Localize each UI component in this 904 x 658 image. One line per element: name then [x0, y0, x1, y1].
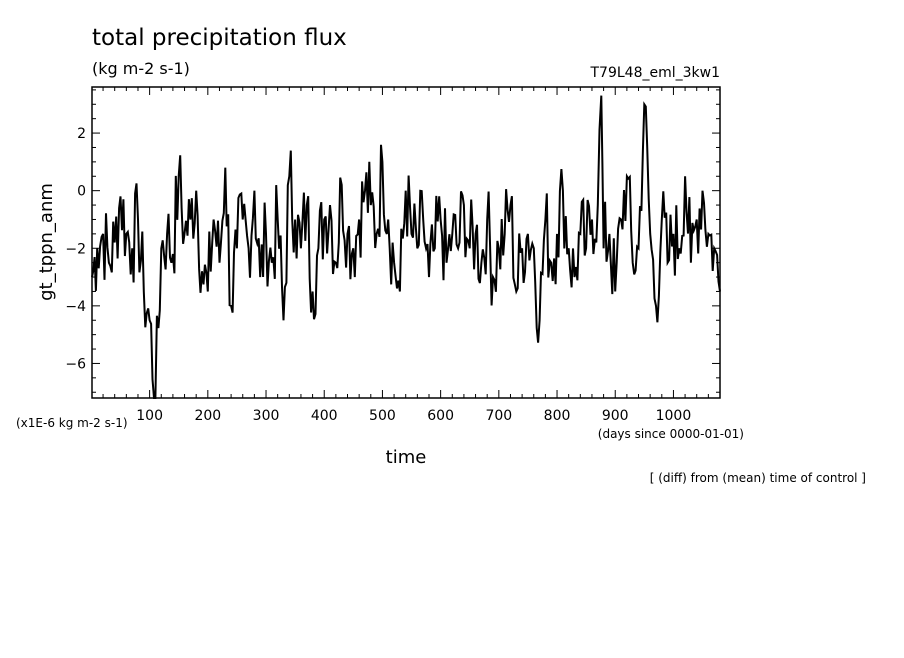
series-line — [91, 95, 721, 399]
x-tick-label: 900 — [602, 408, 629, 424]
x-unit-label: (days since 0000-01-01) — [598, 427, 744, 441]
x-tick-label: 1000 — [656, 408, 692, 424]
x-tick-label: 700 — [485, 408, 512, 424]
run-label: T79L48_eml_3kw1 — [590, 65, 721, 81]
x-tick-label: 400 — [311, 408, 338, 424]
y-unit-label: (x1E-6 kg m-2 s-1) — [16, 416, 128, 430]
x-tick-label: 100 — [136, 408, 163, 424]
y-tick-label: 0 — [77, 184, 86, 200]
x-axis-label: time — [386, 447, 427, 468]
plot-frame — [91, 86, 721, 399]
x-tick-label: 500 — [369, 408, 396, 424]
y-tick-label: −2 — [65, 241, 86, 257]
diff-note: [ (diff) from (mean) time of control ] — [650, 471, 866, 485]
x-tick-label: 800 — [544, 408, 571, 424]
x-tick-label: 600 — [427, 408, 454, 424]
x-tick-label: 200 — [194, 408, 221, 424]
chart-subtitle: (kg m-2 s-1) — [92, 59, 190, 78]
x-tick-labels: 100 200 300 400 500 600 700 800 900 1000 — [136, 408, 691, 424]
y-axis-label: gt_tppn_anm — [36, 183, 57, 301]
chart-title: total precipitation flux — [92, 25, 347, 51]
y-tick-label: 2 — [77, 126, 86, 142]
x-tick-label: 300 — [253, 408, 280, 424]
y-tick-labels: 2 0 −2 −4 −6 — [65, 126, 86, 372]
y-tick-label: −6 — [65, 356, 86, 372]
y-ticks — [92, 89, 720, 393]
x-ticks — [102, 87, 709, 398]
y-tick-label: −4 — [65, 299, 86, 315]
